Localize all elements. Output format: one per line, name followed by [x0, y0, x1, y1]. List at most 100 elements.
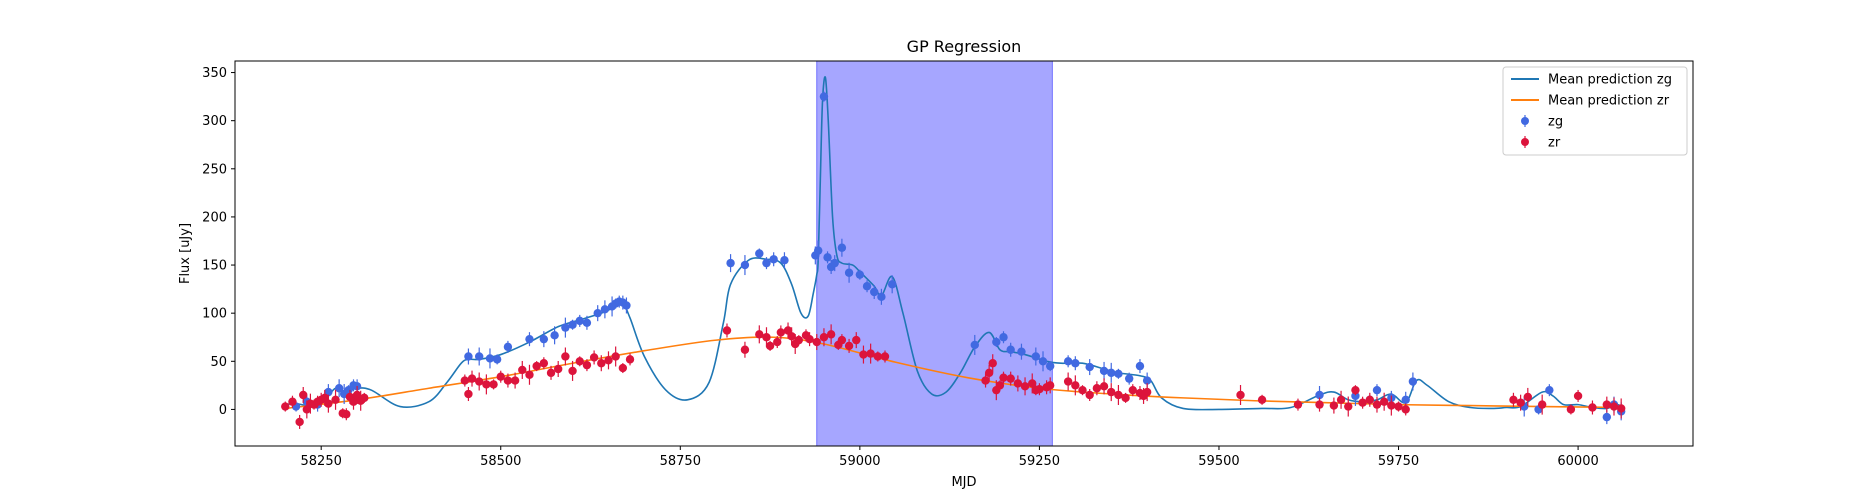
data-point-zg	[877, 293, 885, 301]
data-point-zr	[1078, 386, 1086, 394]
data-point-zr	[1107, 388, 1115, 396]
data-point-zg	[1373, 386, 1381, 394]
data-point-zr	[805, 335, 813, 343]
data-point-zg	[1100, 367, 1108, 375]
data-point-zg	[486, 354, 494, 362]
data-point-zr	[1294, 400, 1302, 408]
y-tick-label: 150	[202, 259, 227, 274]
data-point-zr	[295, 418, 303, 426]
data-point-zr	[1315, 400, 1323, 408]
data-point-zg	[831, 259, 839, 267]
data-point-zr	[554, 365, 562, 373]
data-point-zr	[1129, 386, 1137, 394]
data-point-zr	[1567, 405, 1575, 413]
data-point-zr	[590, 353, 598, 361]
data-point-zr	[1610, 402, 1618, 410]
data-point-zr	[852, 336, 860, 344]
x-tick-label: 59250	[1019, 454, 1060, 469]
data-point-zr	[518, 366, 526, 374]
data-point-zg	[726, 259, 734, 267]
data-point-zr	[1344, 402, 1352, 410]
x-axis-title: MJD	[951, 475, 976, 490]
data-point-zg	[464, 352, 472, 360]
data-point-zr	[331, 396, 339, 404]
data-point-zg	[1125, 374, 1133, 382]
data-point-zg	[1409, 377, 1417, 385]
data-point-zr	[838, 336, 846, 344]
y-tick-label: 0	[219, 403, 227, 418]
data-point-zr	[1014, 379, 1022, 387]
data-point-zr	[1351, 386, 1359, 394]
data-point-zr	[845, 342, 853, 350]
data-point-zr	[1093, 384, 1101, 392]
x-tick-label: 58500	[480, 454, 521, 469]
y-axis-title: Flux [uJy]	[178, 223, 193, 284]
data-point-zg	[576, 317, 584, 325]
data-point-zr	[813, 338, 821, 346]
data-point-zr	[1006, 374, 1014, 382]
data-point-zr	[568, 367, 576, 375]
data-point-zr	[461, 376, 469, 384]
data-point-zg	[814, 246, 822, 254]
data-point-zr	[482, 380, 490, 388]
data-point-zr	[1021, 382, 1029, 390]
data-point-zr	[597, 359, 605, 367]
data-point-zr	[1380, 398, 1388, 406]
data-point-zr	[874, 352, 882, 360]
data-point-zg	[769, 255, 777, 263]
data-point-zg	[971, 341, 979, 349]
data-point-zg	[1032, 352, 1040, 360]
data-point-zg	[999, 333, 1007, 341]
legend: Mean prediction zgMean prediction zrzgzr	[1503, 67, 1687, 155]
data-point-zr	[723, 326, 731, 334]
data-point-zr	[1100, 382, 1108, 390]
data-point-zr	[1046, 381, 1054, 389]
data-point-zg	[594, 309, 602, 317]
data-point-zr	[1574, 392, 1582, 400]
y-tick-label: 300	[202, 114, 227, 129]
data-point-zg	[493, 355, 501, 363]
data-point-zr	[583, 361, 591, 369]
data-point-zr	[497, 373, 505, 381]
data-point-zr	[1358, 398, 1366, 406]
data-point-zg	[561, 323, 569, 331]
data-point-zr	[360, 394, 368, 402]
data-point-zg	[622, 301, 630, 309]
legend-label: zr	[1548, 136, 1561, 151]
data-point-zr	[1337, 396, 1345, 404]
data-point-zr	[611, 352, 619, 360]
data-point-zg	[1136, 362, 1144, 370]
data-point-zg	[550, 331, 558, 339]
y-tick-label: 250	[202, 162, 227, 177]
x-tick-label: 59000	[839, 454, 880, 469]
highlight-span-layer	[817, 61, 1053, 446]
data-point-zr	[1035, 385, 1043, 393]
data-point-zg	[1402, 396, 1410, 404]
data-point-zr	[859, 350, 867, 358]
data-point-zr	[999, 373, 1007, 381]
data-point-zr	[777, 328, 785, 336]
data-point-zr	[619, 364, 627, 372]
data-point-zr	[1330, 401, 1338, 409]
legend-label: Mean prediction zr	[1548, 94, 1670, 109]
data-point-zg	[1064, 357, 1072, 365]
data-point-zr	[1617, 404, 1625, 412]
data-point-zr	[525, 371, 533, 379]
data-point-zr	[1402, 405, 1410, 413]
data-point-zg	[504, 343, 512, 351]
data-point-zr	[766, 342, 774, 350]
data-point-zr	[1588, 403, 1596, 411]
x-tick-label: 59750	[1378, 454, 1419, 469]
data-point-zr	[511, 376, 519, 384]
data-point-zr	[1603, 400, 1611, 408]
data-point-zg	[1017, 347, 1025, 355]
data-point-zr	[741, 346, 749, 354]
data-point-zg	[1545, 386, 1553, 394]
data-point-zg	[863, 282, 871, 290]
data-point-zg	[583, 319, 591, 327]
data-point-zg	[1085, 363, 1093, 371]
y-tick-label: 200	[202, 210, 227, 225]
legend-label: Mean prediction zg	[1548, 73, 1672, 88]
data-point-zr	[996, 381, 1004, 389]
data-point-zg	[838, 244, 846, 252]
